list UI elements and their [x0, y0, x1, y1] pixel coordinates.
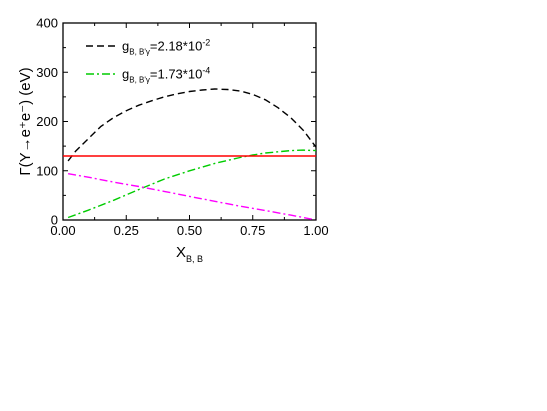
x-tick-label: 0.25	[114, 223, 139, 238]
y-tick-label: 100	[36, 163, 58, 178]
legend-label-1: gB, B'γ=1.73*10-4	[122, 66, 210, 85]
y-tick-label: 400	[36, 16, 58, 31]
y-tick-label: 0	[51, 213, 58, 228]
x-tick-label: 0.75	[240, 223, 265, 238]
series-line-0	[67, 88, 317, 162]
y-tick-label: 200	[36, 114, 58, 129]
x-tick-label: 1.00	[303, 223, 328, 238]
series-layer	[63, 88, 317, 221]
axis-titles: XB, B Γ(Υ→e⁺e⁻) (eV)	[17, 67, 203, 264]
x-tick-label: 0.50	[177, 223, 202, 238]
series-line-3	[67, 173, 317, 221]
legend: gB, B'γ=2.18*10-2 gB, B'γ=1.73*10-4	[86, 38, 210, 85]
y-tick-label: 300	[36, 65, 58, 80]
x-tick-label: 0.00	[50, 223, 75, 238]
series-line-1	[67, 149, 317, 219]
legend-label-0: gB, B'γ=2.18*10-2	[122, 38, 210, 57]
ticks-layer: 0.00 0.25 0.50 0.75 1.00 0 100 200 300 400	[36, 16, 328, 239]
y-axis-title: Γ(Υ→e⁺e⁻) (eV)	[17, 67, 34, 175]
x-axis-title: XB, B	[176, 244, 203, 264]
